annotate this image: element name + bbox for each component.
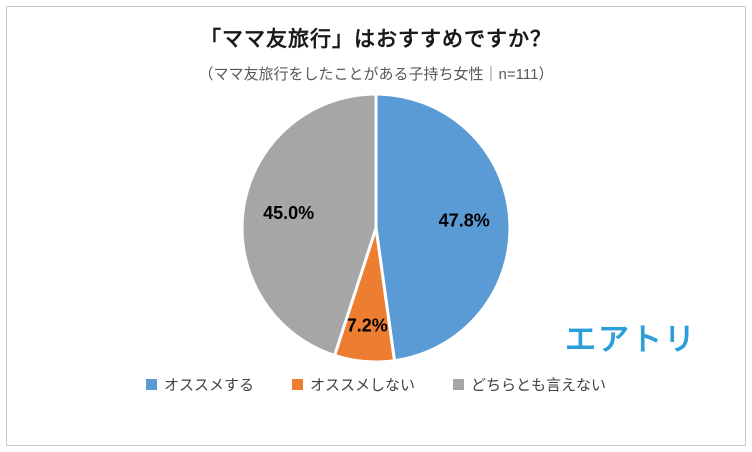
chart-title: 「ママ友旅行」はおすすめですか？ (200, 28, 552, 51)
legend: オススメする オススメしない どちらとも言えない (145, 374, 606, 395)
pie-data-label-0: 47.8% (439, 211, 490, 231)
pie-slice-0 (374, 92, 512, 363)
chart-card: 「ママ友旅行」はおすすめですか？ （ママ友旅行をしたことがある子持ち女性｜n=1… (6, 6, 746, 446)
legend-item-1: オススメしない (291, 374, 415, 395)
pie-chart: 47.8% 7.2% 45.0% (240, 92, 512, 364)
legend-label-1: オススメしない (309, 377, 415, 394)
legend-item-0: オススメする (145, 374, 254, 395)
legend-swatch-1 (291, 379, 303, 390)
chart-subtitle: （ママ友旅行をしたことがある子持ち女性｜n=111） (198, 66, 554, 83)
legend-label-2: どちらとも言えない (471, 377, 607, 394)
brand-logo: エアトリ (565, 322, 697, 357)
legend-swatch-0 (145, 379, 157, 390)
pie-data-label-1: 7.2% (347, 316, 388, 336)
legend-label-0: オススメする (163, 377, 254, 394)
legend-swatch-2 (453, 379, 464, 390)
pie-area: 47.8% 7.2% 45.0% エアトリ (7, 88, 745, 370)
pie-data-label-2: 45.0% (263, 203, 314, 223)
pie-slice-2 (240, 92, 378, 357)
legend-item-2: どちらとも言えない (453, 374, 606, 395)
